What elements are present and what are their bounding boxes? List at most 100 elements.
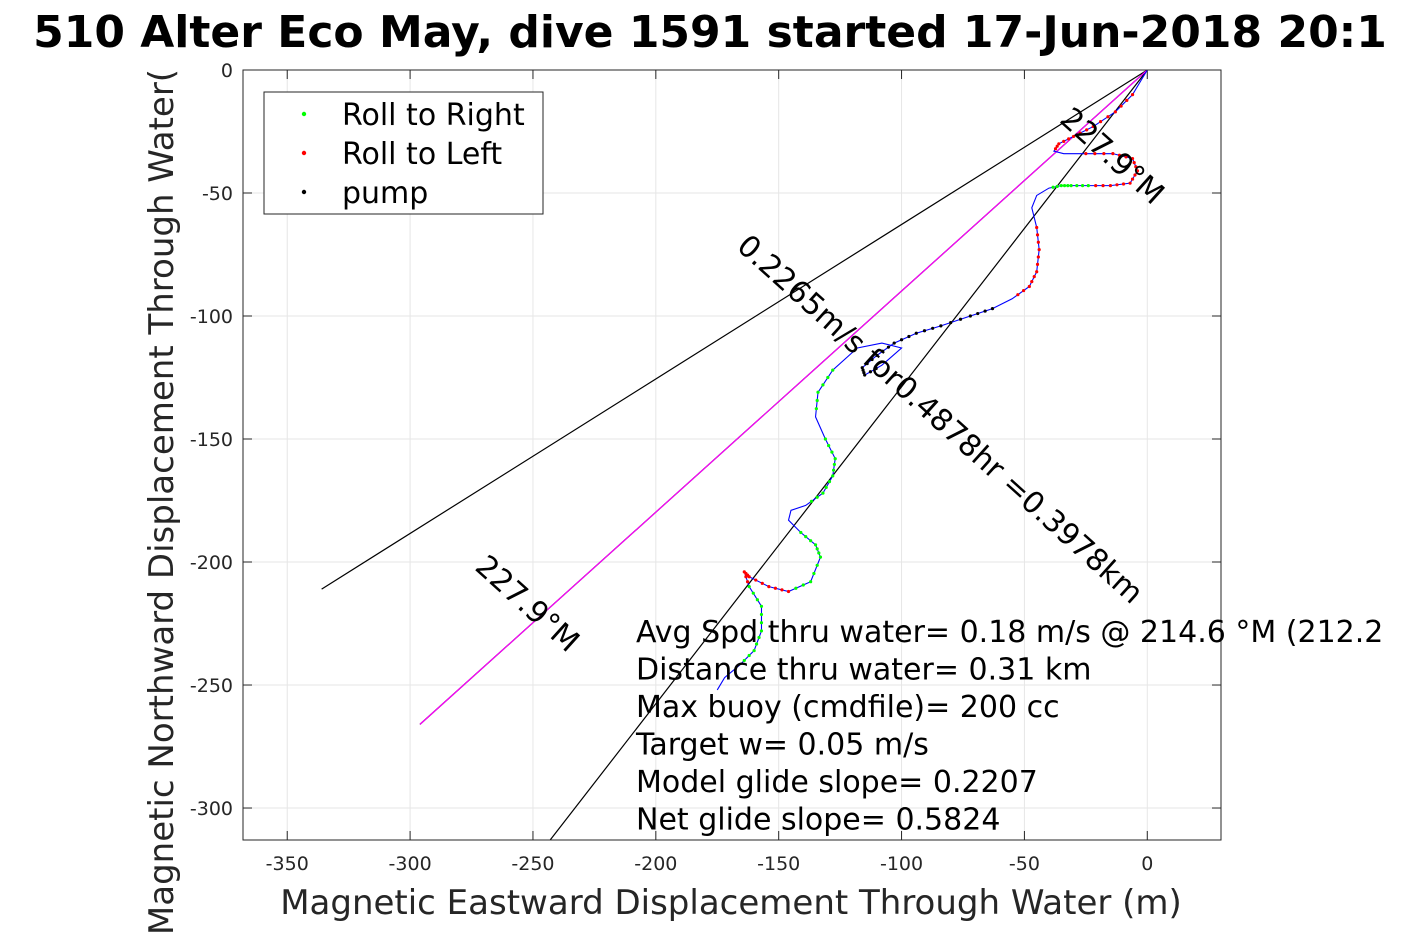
track-marker xyxy=(1124,155,1128,159)
track-marker xyxy=(1030,279,1034,284)
track-marker xyxy=(827,480,832,484)
track-marker xyxy=(1113,110,1117,114)
track-marker xyxy=(1069,184,1073,188)
track-marker xyxy=(742,570,746,574)
track-marker xyxy=(831,474,835,478)
track-marker xyxy=(1091,124,1095,129)
track-marker xyxy=(816,390,820,394)
track-marker xyxy=(958,317,963,321)
track-marker xyxy=(1036,255,1040,259)
track-marker xyxy=(949,320,953,325)
track-marker xyxy=(757,635,761,640)
track-marker xyxy=(833,457,837,461)
track-marker xyxy=(1035,262,1040,266)
track-marker xyxy=(1130,156,1135,161)
legend-entries: Roll to Right Roll to Left pump xyxy=(301,98,525,211)
x-tick-label: -100 xyxy=(880,853,923,875)
track-marker xyxy=(1078,131,1082,135)
track-marker xyxy=(1035,225,1039,230)
track-marker xyxy=(914,331,918,335)
track-marker xyxy=(747,653,751,658)
track-marker xyxy=(1115,183,1119,187)
track-marker xyxy=(1067,137,1071,141)
legend-box xyxy=(263,91,544,215)
stats-line: Avg Spd thru water= 0.18 m/s @ 214.6 °M … xyxy=(636,615,1383,650)
track-marker xyxy=(939,324,943,328)
track-marker xyxy=(862,370,866,375)
track-marker xyxy=(875,353,879,357)
track-marker xyxy=(826,375,830,380)
track-marker xyxy=(1111,152,1115,156)
track-marker xyxy=(799,530,803,535)
track-marker xyxy=(881,349,885,353)
y-tick-label: 0 xyxy=(221,60,233,82)
track-marker xyxy=(827,443,831,448)
track-marker xyxy=(1094,184,1098,188)
track-marker xyxy=(860,366,864,370)
track-marker xyxy=(1128,181,1132,185)
track-marker xyxy=(809,539,813,543)
x-tick-label: -200 xyxy=(634,853,677,875)
track-marker xyxy=(1133,173,1137,177)
track-marker xyxy=(815,495,819,499)
track-marker xyxy=(931,326,935,330)
track-marker xyxy=(1085,128,1089,132)
track-marker xyxy=(759,621,764,625)
track-marker xyxy=(773,586,778,590)
y-tick-label: -150 xyxy=(190,429,233,451)
y-tick-label: -50 xyxy=(202,183,233,205)
x-tick-label: -350 xyxy=(266,853,309,875)
track-marker xyxy=(1101,184,1105,188)
track-marker xyxy=(1132,161,1136,165)
track-marker xyxy=(1134,165,1138,169)
track-marker xyxy=(824,485,828,489)
track-marker xyxy=(1032,275,1036,279)
track-marker xyxy=(752,648,756,653)
y-tick-label: -200 xyxy=(190,552,233,574)
track-marker xyxy=(968,314,972,318)
overlay-line xyxy=(321,70,1148,590)
track-marker xyxy=(831,368,835,372)
y-axis-ticks: 0 -50 -100 -150 -200 -250 -300 xyxy=(190,60,1221,820)
track-marker xyxy=(1027,284,1031,289)
x-tick-label: -50 xyxy=(1009,853,1040,875)
track-marker xyxy=(1055,144,1059,148)
track-marker xyxy=(1108,184,1113,188)
track-marker xyxy=(1035,270,1039,274)
track-marker xyxy=(892,341,896,345)
track-marker xyxy=(983,309,987,313)
track-marker xyxy=(780,588,784,592)
x-axis-ticks: -350 -300 -250 -200 -150 -100 -50 0 xyxy=(266,70,1153,875)
track-marker xyxy=(990,307,995,311)
track-marker xyxy=(1093,152,1097,156)
track-line xyxy=(716,70,1148,691)
track-marker xyxy=(1057,142,1061,146)
track-marker xyxy=(831,468,836,472)
track-marker xyxy=(1062,184,1067,188)
track-marker xyxy=(1080,184,1085,188)
legend-marker xyxy=(301,189,307,195)
track-marker xyxy=(754,578,758,582)
track-group xyxy=(716,70,1148,691)
track-marker xyxy=(1016,293,1020,297)
track-marker xyxy=(1117,153,1122,157)
track-marker xyxy=(1071,134,1076,139)
track-marker xyxy=(742,658,746,663)
track-marker xyxy=(1021,288,1026,293)
track-marker xyxy=(1121,182,1126,186)
track-marker xyxy=(1098,120,1103,124)
track-marker xyxy=(1106,115,1110,119)
stats-text-block: Avg Spd thru water= 0.18 m/s @ 214.6 °M … xyxy=(635,615,1383,838)
track-marker xyxy=(751,591,755,595)
track-marker xyxy=(1135,169,1140,173)
legend-entry-label: Roll to Left xyxy=(342,137,502,172)
track-marker xyxy=(815,398,819,403)
track-marker xyxy=(1035,233,1040,237)
y-axis-label: Magnetic Northward Displacement Through … xyxy=(142,69,182,935)
track-marker xyxy=(794,586,798,590)
marker-group xyxy=(742,93,1140,663)
track-marker xyxy=(754,642,759,646)
track-marker xyxy=(868,370,873,374)
track-marker xyxy=(823,437,827,441)
track-marker xyxy=(1037,247,1041,252)
